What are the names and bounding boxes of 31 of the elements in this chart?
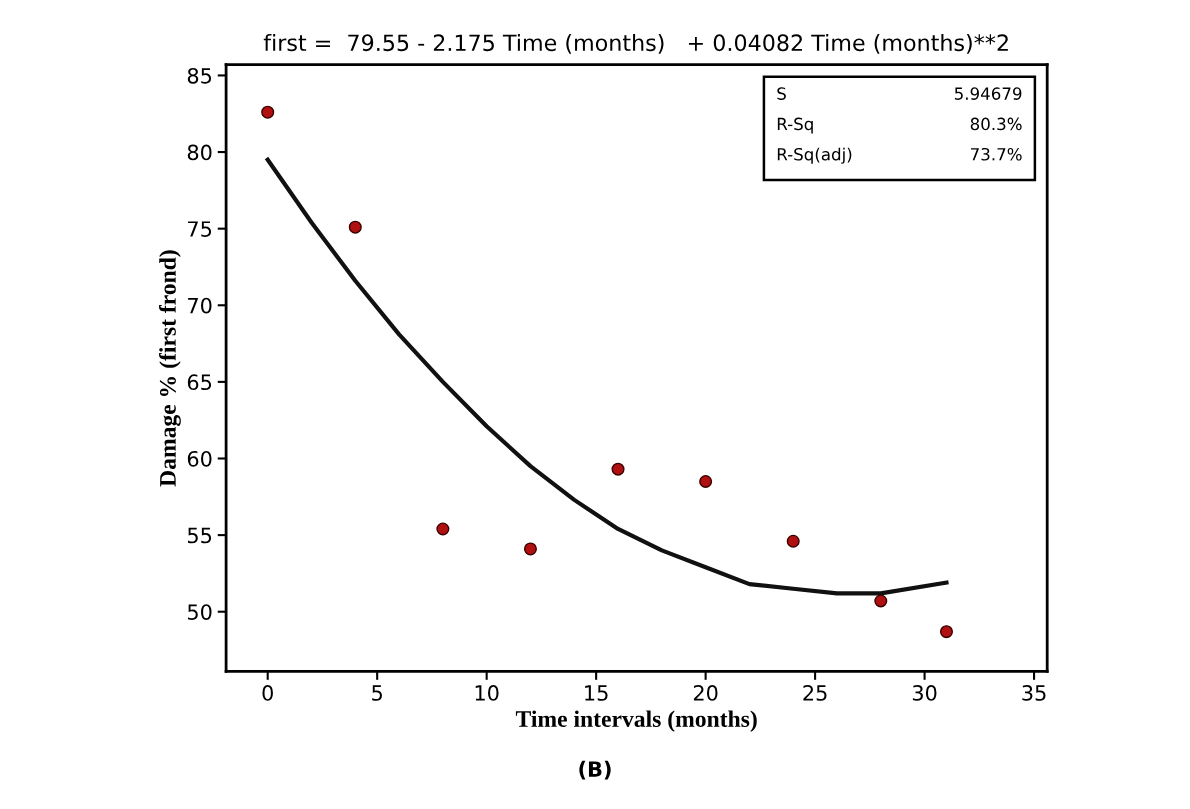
point: [611, 462, 625, 476]
x-tick-label: 5: [372, 685, 382, 701]
annotation: S R-Sq R-Sq(adj): [777, 87, 852, 164]
y-tick-label: 80: [187, 144, 212, 161]
y-tick-label: 65: [187, 374, 212, 391]
x-tick-label: 20: [693, 685, 718, 701]
x-tick-label: 0: [262, 685, 273, 701]
point: [348, 220, 362, 234]
y-axis-title: Damage % (first frond): [159, 250, 181, 487]
y-tick-label: 75: [188, 221, 212, 237]
point: [436, 522, 450, 536]
x-tick-label: 10: [475, 685, 499, 701]
y-tick-label: 50: [188, 604, 212, 620]
point: [939, 625, 953, 639]
point: [523, 542, 537, 556]
x-tick-label: 15: [585, 685, 608, 701]
x-tick-label: 25: [803, 685, 827, 701]
x-tick-label: 35: [1022, 685, 1046, 701]
text: (B): [579, 760, 611, 780]
y-tick-label: 70: [188, 297, 212, 314]
y-tick-label: 60: [187, 450, 212, 467]
point: [874, 594, 888, 608]
point: [786, 534, 800, 548]
x-axis-title: Time intervals (months): [515, 710, 757, 732]
y-tick-label: 55: [188, 527, 212, 544]
point: [261, 105, 275, 119]
point: [699, 474, 713, 488]
x-tick-label: 30: [912, 685, 937, 701]
chart-title: first = 79.55 - 2.175 Time (months) + 0.04082 Time (months)**2: [263, 33, 1008, 54]
y-tick-label: 85: [187, 67, 212, 84]
annotation: 5.94679 80.3% 73.7%: [954, 87, 1022, 161]
